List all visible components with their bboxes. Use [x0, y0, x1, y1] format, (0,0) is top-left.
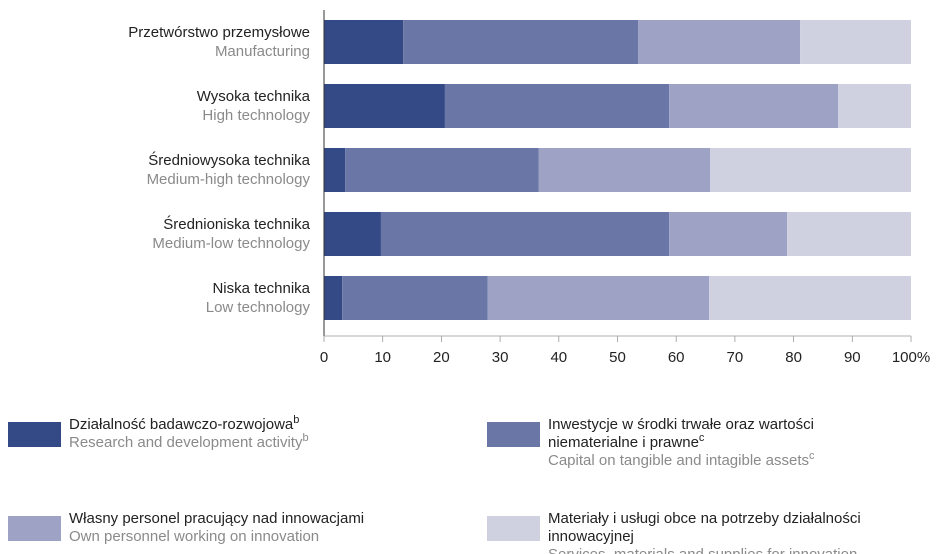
bar-segment	[710, 148, 911, 192]
bar-segment	[838, 84, 911, 128]
legend-name-text: Własny personel pracujący nad innowacjam…	[69, 510, 365, 527]
x-tick-label: 100%	[892, 349, 930, 366]
bar-segment	[800, 20, 911, 64]
bar-segment	[709, 276, 911, 320]
bar-segment	[324, 84, 445, 128]
legend-name: Materiały i usługi obce na potrzeby dzia…	[548, 510, 868, 546]
legend-name: Własny personel pracujący nad innowacjam…	[69, 510, 389, 528]
legend-note: b	[293, 414, 300, 426]
bar-segment	[487, 276, 710, 320]
bar-segment	[638, 20, 801, 64]
category-label-en: Medium-high technology	[147, 171, 311, 188]
category-label-en: Manufacturing	[215, 43, 310, 60]
legend-name-text: Działalność badawczo-rozwojowa	[69, 416, 294, 433]
bar-segment	[444, 84, 670, 128]
legend-name-en-text: Own personnel working on innovation	[69, 528, 320, 545]
category-label: Średniowysoka technika	[148, 151, 310, 169]
bar-segment	[403, 20, 639, 64]
category-label: Niska technika	[212, 280, 310, 297]
legend-name-en: Own personnel working on innovation	[69, 528, 399, 546]
legend-note: c	[809, 450, 815, 462]
category-label-en: Medium-low technology	[152, 235, 310, 252]
legend-swatch	[8, 516, 61, 541]
legend-text: Materiały i usługi obce na potrzeby dzia…	[548, 510, 878, 554]
bar-segment	[538, 148, 711, 192]
legend-swatch	[487, 422, 540, 447]
bar-segment	[669, 212, 788, 256]
legend-name-text: Materiały i usługi obce na potrzeby dzia…	[548, 510, 861, 545]
category-label-en: High technology	[202, 107, 310, 124]
category-label: Średnioniska technika	[163, 215, 310, 233]
bar-segment	[669, 84, 839, 128]
x-tick-label: 0	[320, 349, 328, 366]
bar-segment	[324, 20, 404, 64]
x-tick-label: 20	[433, 349, 450, 366]
x-tick-label: 40	[550, 349, 567, 366]
legend-name-en-text: Capital on tangible and intagible assets	[548, 452, 810, 469]
legend-swatch	[8, 422, 61, 447]
bar-segment	[345, 148, 539, 192]
legend-text: Własny personel pracujący nad innowacjam…	[69, 510, 399, 546]
bar-segment	[380, 212, 670, 256]
bar-segment	[324, 148, 346, 192]
x-tick-label: 80	[785, 349, 802, 366]
category-label-en: Low technology	[206, 299, 311, 316]
x-tick-label: 70	[727, 349, 744, 366]
legend-text: Inwestycje w środki trwałe oraz wartości…	[548, 416, 878, 470]
bar-segment	[787, 212, 911, 256]
legend-note: c	[698, 432, 705, 444]
bar-segment	[342, 276, 488, 320]
legend-name: Inwestycje w środki trwałe oraz wartości…	[548, 416, 868, 452]
x-tick-label: 60	[668, 349, 685, 366]
bar-segment	[324, 212, 381, 256]
x-tick-label: 90	[844, 349, 861, 366]
legend-name-en-text: Research and development activity	[69, 434, 303, 451]
category-label: Wysoka technika	[197, 88, 311, 105]
legend-text: Działalność badawczo-rozwojowab Research …	[69, 414, 399, 452]
bar-segment	[324, 276, 343, 320]
legend-name-en: Research and development activityb	[69, 432, 399, 452]
legend-name-en: Capital on tangible and intagible assets…	[548, 450, 878, 470]
x-tick-label: 10	[374, 349, 391, 366]
category-label: Przetwórstwo przemysłowe	[128, 24, 310, 41]
x-tick-label: 30	[492, 349, 509, 366]
legend-name-en: Services, materials and supplies for inn…	[548, 546, 878, 554]
legend-swatch	[487, 516, 540, 541]
x-tick-label: 50	[609, 349, 626, 366]
chart: Przetwórstwo przemysłowe Manufacturing Wys…	[128, 10, 930, 366]
legend-name: Działalność badawczo-rozwojowab	[69, 414, 389, 434]
legend-name-text: Inwestycje w środki trwałe oraz wartości…	[548, 416, 814, 451]
legend-note: b	[302, 432, 309, 444]
legend-name-en-text: Services, materials and supplies for inn…	[548, 546, 857, 554]
